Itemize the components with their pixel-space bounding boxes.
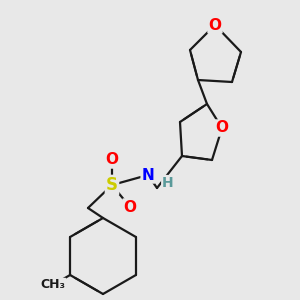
Text: O: O <box>208 17 221 32</box>
Text: H: H <box>162 176 174 190</box>
Text: N: N <box>142 167 154 182</box>
Text: CH₃: CH₃ <box>40 278 65 292</box>
Text: O: O <box>124 200 136 214</box>
Text: S: S <box>106 176 118 194</box>
Text: O: O <box>215 121 229 136</box>
Text: O: O <box>106 152 118 167</box>
